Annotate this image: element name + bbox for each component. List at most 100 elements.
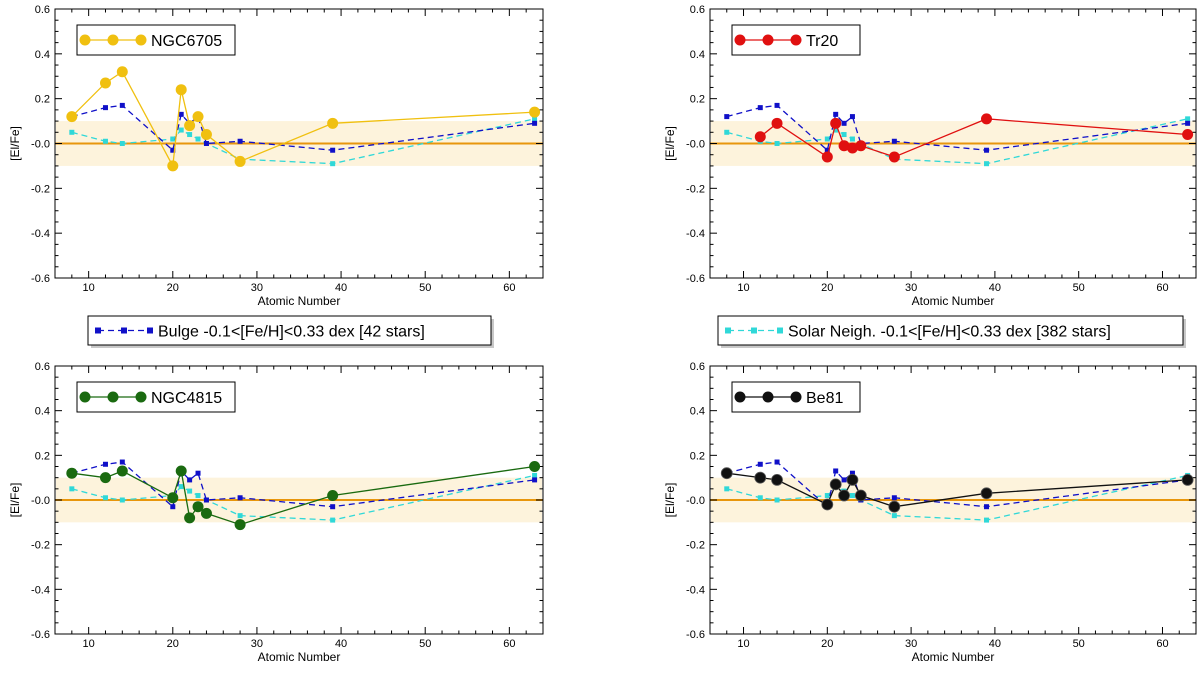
cluster-point — [838, 140, 850, 152]
bulge-point — [119, 459, 125, 465]
y-tick-label: -0.4 — [31, 228, 50, 240]
bulge-point — [833, 111, 839, 117]
solar-point — [237, 513, 243, 519]
cluster-point — [200, 507, 212, 519]
x-tick-label: 10 — [737, 638, 749, 650]
solar-point — [824, 136, 830, 142]
bulge-point — [195, 470, 201, 476]
cluster-point — [327, 117, 339, 129]
x-tick-label: 40 — [989, 282, 1001, 294]
legend-marker — [734, 391, 746, 403]
cluster-point — [234, 519, 246, 531]
bulge-point — [237, 138, 243, 144]
legend-marker — [135, 34, 147, 46]
solar-point — [69, 129, 75, 135]
solar-point — [849, 136, 855, 142]
y-tick-label: 0.6 — [690, 361, 705, 373]
y-tick-label: 0.4 — [35, 406, 50, 418]
solar-point — [330, 517, 336, 523]
bulge-point — [170, 147, 176, 153]
cluster-point — [99, 77, 111, 89]
y-tick-label: -0.2 — [31, 540, 50, 552]
y-tick-label: 0.6 — [35, 361, 50, 373]
x-tick-label: 40 — [335, 638, 347, 650]
legend-label: NGC4815 — [151, 390, 222, 407]
cluster-point — [1181, 473, 1194, 486]
cluster-point — [66, 111, 78, 123]
cluster-legend: NGC6705 — [76, 24, 236, 56]
y-tick-label: -0.2 — [686, 183, 705, 195]
bulge-point — [170, 504, 176, 510]
solar-point — [833, 127, 839, 133]
bulge-point — [841, 477, 847, 483]
cluster-point — [327, 490, 339, 502]
solar-point — [102, 495, 108, 501]
x-tick-label: 50 — [419, 638, 431, 650]
bulge-point — [774, 102, 780, 108]
x-tick-label: 20 — [167, 638, 179, 650]
bulge-point — [833, 468, 839, 474]
legend-label: Be81 — [806, 390, 843, 407]
cluster-point — [838, 489, 850, 502]
cluster-point — [854, 489, 867, 502]
cluster-point — [200, 129, 212, 141]
x-tick-label: 60 — [503, 282, 515, 294]
solar-point — [532, 116, 538, 122]
bulge-point — [187, 477, 193, 483]
x-axis-label: Atomic Number — [912, 650, 995, 664]
legend-box — [87, 315, 492, 346]
legend-label: Tr20 — [806, 33, 838, 50]
solar-point — [532, 472, 538, 478]
solar-legend: Solar Neigh. -0.1<[Fe/H]<0.33 dex [382 s… — [717, 315, 1186, 348]
cluster-point — [855, 140, 867, 152]
x-tick-label: 20 — [821, 638, 833, 650]
solar-point — [724, 129, 730, 135]
solar-point — [984, 161, 990, 167]
panel-ngc6705: 10 20 30 40 50 60 0.6 0.4 0.2 -0.0 -0.2 -0.4 -0.6 Ato… — [8, 4, 544, 308]
x-axis-label: Atomic Number — [912, 294, 995, 308]
bulge-point — [757, 461, 763, 467]
y-tick-label: 0.4 — [690, 406, 705, 418]
cluster-point — [116, 66, 128, 78]
cluster-point — [192, 111, 204, 123]
y-tick-label: -0.4 — [686, 584, 705, 596]
y-tick-label: 0.6 — [690, 4, 705, 16]
cluster-point — [821, 151, 833, 163]
solar-point — [187, 132, 193, 138]
bulge-point — [984, 504, 990, 510]
solar-point — [187, 488, 193, 494]
bulge-point — [891, 138, 897, 144]
cluster-legend: Tr20 — [731, 24, 861, 56]
cluster-point — [175, 84, 187, 96]
cluster-point — [175, 465, 187, 477]
x-tick-label: 10 — [83, 638, 95, 650]
bulge-point — [1185, 120, 1191, 126]
legend-marker — [734, 34, 746, 46]
bulge-point — [330, 147, 336, 153]
solar-point — [330, 161, 336, 167]
y-tick-label: 0.4 — [35, 49, 50, 61]
y-tick-label: -0.2 — [686, 540, 705, 552]
legend-marker — [725, 327, 731, 334]
legend-marker — [790, 391, 802, 403]
y-tick-label: -0.6 — [686, 629, 705, 641]
y-tick-label: 0.2 — [690, 94, 705, 106]
x-tick-label: 30 — [905, 282, 917, 294]
bulge-point — [203, 141, 209, 146]
bulge-point — [102, 461, 108, 467]
legend-marker — [79, 34, 91, 46]
legend-marker — [107, 34, 119, 46]
cluster-point — [888, 500, 901, 513]
y-tick-label: 0.2 — [35, 450, 50, 462]
bulge-point — [203, 497, 209, 503]
solar-point — [119, 497, 125, 503]
y-tick-label: -0.6 — [31, 273, 50, 285]
solar-point — [824, 493, 830, 499]
legend-marker — [790, 34, 802, 46]
cluster-point — [888, 151, 900, 163]
cluster-point — [846, 142, 858, 154]
cluster-point — [846, 473, 859, 486]
solar-point — [841, 132, 847, 138]
cluster-point — [980, 487, 993, 500]
cluster-point — [529, 106, 541, 118]
